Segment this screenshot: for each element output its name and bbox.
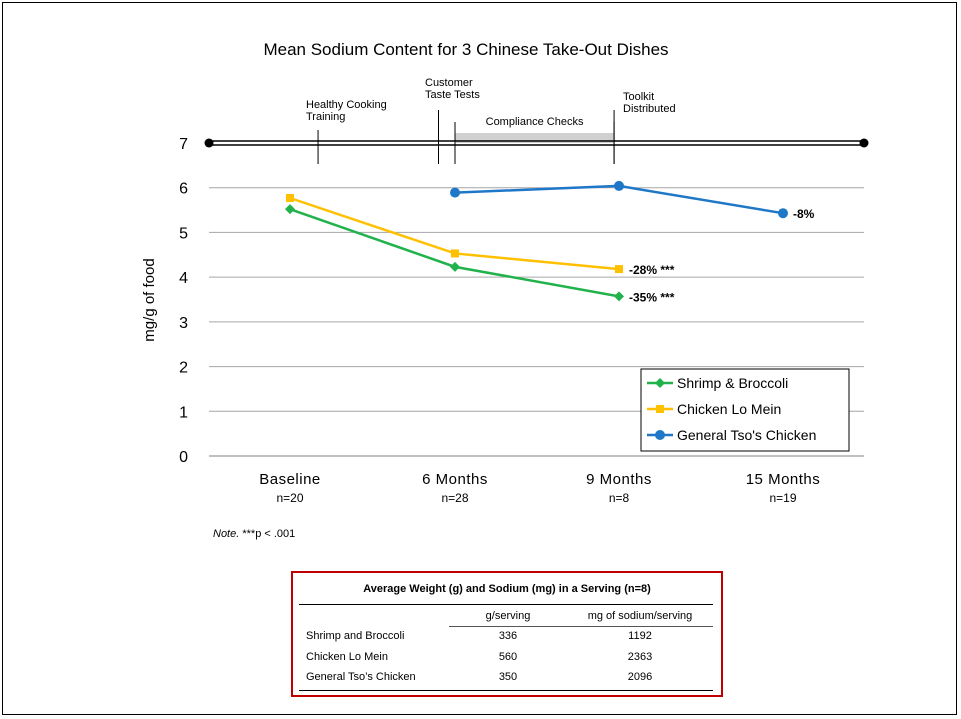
x-tick-label: 9 Months xyxy=(586,471,652,488)
x-tick-label: 15 Months xyxy=(746,471,821,488)
x-axis-ticks: Baseline n=20 6 Months n=28 9 Months n=8 15 Mo… xyxy=(259,471,820,505)
data-point xyxy=(285,204,295,215)
x-tick-label: 6 Months xyxy=(422,471,488,488)
footnote-text: ***p < .001 xyxy=(239,528,296,540)
x-tick-n-label: n=8 xyxy=(609,491,630,505)
table-row-mg: 2363 xyxy=(627,651,653,663)
table-row-name: Shrimp and Broccoli xyxy=(306,630,405,642)
timeline-endpoint xyxy=(859,138,869,148)
y-axis-ticks: 0 1 2 3 4 5 6 7 xyxy=(179,136,188,466)
footnote-prefix: Note. xyxy=(213,528,240,540)
table-row-g: 350 xyxy=(498,671,518,683)
table-row-g: 560 xyxy=(498,651,518,663)
timeline-event-label: Customer xyxy=(425,77,473,89)
table-row-mg: 2096 xyxy=(627,671,653,683)
timeline-event-label: Healthy Cooking xyxy=(306,99,387,111)
data-point xyxy=(451,249,459,258)
table-row-name: Chicken Lo Mein xyxy=(306,651,388,663)
y-tick-label: 1 xyxy=(179,404,188,421)
legend-label: Chicken Lo Mein xyxy=(677,401,781,417)
series-end-label: -8% xyxy=(793,207,815,221)
data-point xyxy=(450,187,460,198)
y-tick-label: 6 xyxy=(179,181,188,198)
table-row-name: General Tso’s Chicken xyxy=(306,671,416,683)
series-lines: -35% *** -28% *** -8% xyxy=(285,180,815,304)
series-end-label: -28% *** xyxy=(629,263,675,277)
data-point xyxy=(778,208,788,219)
table-row-mg: 1192 xyxy=(628,630,652,642)
chart-title: Mean Sodium Content for 3 Chinese Take-O… xyxy=(263,40,668,59)
legend: Shrimp & Broccoli Chicken Lo Mein General … xyxy=(640,368,850,452)
column-header-g: g/serving xyxy=(485,610,531,622)
timeline-event-label: Toolkit xyxy=(623,91,654,103)
table-top-rule xyxy=(299,604,713,605)
timeline: Compliance Checks Healthy CookingTraining… xyxy=(204,77,869,164)
timeline-event-label: Training xyxy=(306,111,345,123)
table-bottom-rule xyxy=(299,690,713,691)
column-header-mg: mg of sodium/serving xyxy=(587,610,693,622)
legend-marker xyxy=(655,378,665,388)
legend-marker xyxy=(655,430,665,440)
y-tick-label: 4 xyxy=(179,270,188,287)
data-point xyxy=(615,265,623,274)
legend-box xyxy=(640,368,850,452)
y-tick-label: 2 xyxy=(179,360,188,377)
line-chart: Mean Sodium Content for 3 Chinese Take-O… xyxy=(141,40,869,505)
legend-label: General Tso's Chicken xyxy=(677,427,816,443)
table-title: Average Weight (g) and Sodium (mg) in a … xyxy=(363,583,651,595)
data-point xyxy=(614,180,624,191)
compliance-band xyxy=(455,133,615,143)
legend-marker xyxy=(656,405,664,413)
data-point xyxy=(450,261,460,272)
y-tick-label: 5 xyxy=(179,225,188,242)
x-tick-label: Baseline xyxy=(259,471,321,488)
x-tick-n-label: n=20 xyxy=(276,491,303,505)
timeline-event-label: Distributed xyxy=(623,103,676,115)
data-point xyxy=(286,193,294,202)
data-point xyxy=(614,291,624,302)
timeline-endpoint xyxy=(204,138,214,148)
x-tick-n-label: n=28 xyxy=(441,491,468,505)
y-tick-label: 0 xyxy=(179,449,188,466)
y-axis-label: mg/g of food xyxy=(141,258,158,341)
timeline-event-label: Taste Tests xyxy=(425,89,480,101)
compliance-label: Compliance Checks xyxy=(486,116,584,128)
series-line xyxy=(289,196,620,271)
y-tick-label: 3 xyxy=(179,315,188,332)
serving-table: Average Weight (g) and Sodium (mg) in a … xyxy=(291,571,723,697)
table-row-g: 336 xyxy=(498,630,518,642)
table-header-rule xyxy=(449,626,713,627)
x-tick-n-label: n=19 xyxy=(769,491,796,505)
y-tick-label: 7 xyxy=(179,136,188,153)
legend-label: Shrimp & Broccoli xyxy=(677,375,788,391)
series-end-label: -35% *** xyxy=(629,290,675,304)
footnote: Note. ***p < .001 xyxy=(213,528,295,540)
